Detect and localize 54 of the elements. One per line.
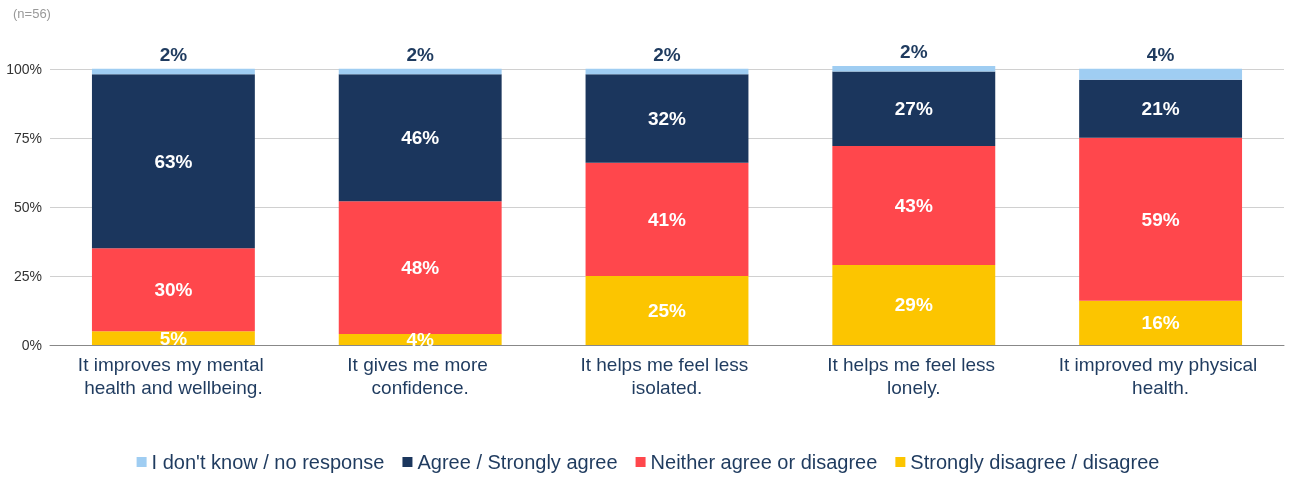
data-label: 43%: [894, 195, 933, 216]
data-label: 2%: [900, 41, 928, 62]
bar: [585, 162, 749, 276]
data-label: 25%: [647, 299, 687, 321]
bar: [585, 275, 749, 345]
bar: [1079, 79, 1243, 138]
bar: [338, 74, 502, 202]
data-label: 41%: [647, 208, 687, 230]
data-label: 2%: [653, 43, 681, 65]
y-tick-label: 0%: [21, 337, 42, 353]
data-label: 2%: [159, 43, 188, 65]
data-label: 16%: [1141, 312, 1180, 334]
data-label: 48%: [401, 257, 440, 279]
bar: [585, 68, 749, 75]
bar: [1079, 137, 1243, 301]
data-label: 21%: [1141, 98, 1180, 120]
data-label: 46%: [401, 127, 440, 149]
legend-label: Strongly disagree / disagree: [910, 451, 1160, 473]
data-label: 2%: [406, 43, 435, 65]
data-label: 29%: [894, 294, 933, 316]
x-tick-label: It improves my mental health and wellbeing.: [77, 354, 269, 398]
data-label: 63%: [154, 150, 193, 172]
x-tick-label: It improved my physical health.: [1058, 354, 1263, 398]
y-tick-label: 100%: [6, 60, 42, 77]
bar: [832, 66, 996, 72]
bar: [1079, 68, 1243, 80]
bar: [1079, 300, 1243, 345]
chart-subtitle: (n=56): [13, 6, 51, 21]
legend-label: Agree / Strongly agree: [417, 451, 618, 473]
x-tick-label: It helps me feel less lonely.: [827, 354, 1001, 398]
data-label: 30%: [154, 279, 193, 301]
data-label: 4%: [1146, 43, 1175, 65]
data-label: 32%: [647, 107, 687, 129]
bar: [338, 68, 502, 75]
y-tick-label: 50%: [13, 198, 42, 215]
bar: [91, 331, 255, 345]
data-label: 59%: [1141, 208, 1180, 230]
data-label: 27%: [894, 98, 933, 120]
y-tick-label: 25%: [13, 267, 42, 284]
legend-label: I don't know / no response: [151, 451, 385, 473]
bar: [832, 264, 996, 345]
bar: [91, 248, 255, 332]
y-tick-label: 75%: [13, 129, 42, 146]
data-label: 5%: [159, 327, 188, 349]
data-label: 4%: [406, 328, 435, 350]
bar: [91, 68, 255, 75]
bar: [338, 201, 502, 334]
bar: [585, 74, 749, 163]
bar: [91, 74, 255, 249]
bar: [832, 71, 996, 147]
legend-label: Neither agree or disagree: [650, 451, 878, 473]
bar: [832, 146, 996, 265]
x-tick-label: It gives me more confidence.: [347, 354, 494, 398]
x-tick-label: It helps me feel less isolated.: [580, 354, 754, 398]
